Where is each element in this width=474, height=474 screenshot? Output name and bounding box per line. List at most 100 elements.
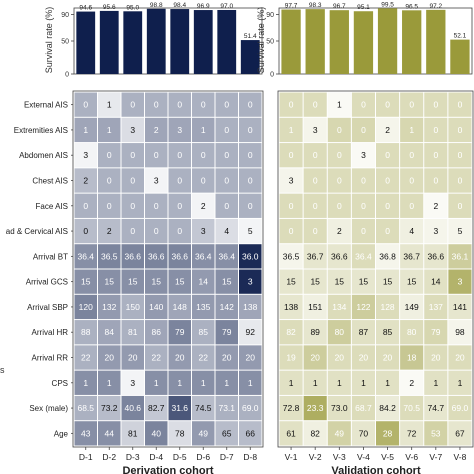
heatmap-cell-value: 72 — [407, 428, 417, 438]
heatmap-cell — [279, 117, 303, 143]
heatmap-cell-value: 43 — [81, 428, 91, 438]
heatmap-cell — [192, 193, 215, 218]
heatmap-cell-value: 88 — [81, 327, 91, 337]
heatmap-cell — [279, 193, 303, 218]
heatmap-cell-value: 0 — [433, 150, 438, 160]
heatmap-cell-value: 0 — [177, 150, 182, 160]
heatmap-cell — [168, 269, 191, 294]
heatmap-cell — [192, 117, 215, 143]
heatmap-cell — [376, 269, 400, 294]
heatmap-cell-value: 23.3 — [307, 403, 324, 413]
heatmap-cell-value: 49 — [199, 428, 209, 438]
survival-bar — [99, 10, 119, 75]
heatmap-cell-value: 0 — [289, 100, 294, 110]
heatmap-cell — [239, 421, 262, 446]
heatmap-cell-value: 15 — [81, 277, 91, 287]
heatmap-cell-value: 0 — [177, 226, 182, 236]
heatmap-cell — [400, 294, 424, 320]
y-tick-label: 50 — [61, 39, 69, 46]
heatmap-cell — [400, 244, 424, 269]
heatmap-cell — [192, 395, 215, 421]
bar-value-label: 52.1 — [454, 33, 467, 40]
heatmap-cell — [424, 92, 448, 117]
heatmap-cell — [376, 370, 400, 395]
heatmap-cell-value: 70 — [359, 428, 369, 438]
bar-value-label: 99.5 — [381, 1, 394, 8]
heatmap-cell — [192, 92, 215, 117]
heatmap-cell-value: 0 — [177, 100, 182, 110]
heatmap-cell — [376, 168, 400, 193]
heatmap-cell-value: 1 — [289, 378, 294, 388]
heatmap-cell-value: 53 — [431, 428, 441, 438]
heatmap-cell-value: 84 — [105, 327, 115, 337]
heatmap-cell-value: 0 — [224, 125, 229, 135]
heatmap-cell-value: 141 — [453, 302, 467, 312]
heatmap-cell-value: 15 — [407, 277, 417, 287]
heatmap-cell — [279, 218, 303, 244]
heatmap-cell — [376, 244, 400, 269]
heatmap-cell-value: 2 — [201, 201, 206, 211]
heatmap-cell-value: 3 — [201, 226, 206, 236]
heatmap-cell — [74, 345, 97, 370]
heatmap-cell — [239, 320, 262, 345]
heatmap-cell — [215, 345, 238, 370]
heatmap-cell — [351, 395, 375, 421]
heatmap-cell-value: 0 — [248, 150, 253, 160]
heatmap-cell-value: 0 — [107, 176, 112, 186]
heatmap-cell-value: 0 — [289, 201, 294, 211]
heatmap-cell — [400, 92, 424, 117]
bar-value-label: 51.4 — [244, 33, 257, 40]
heatmap-cell-value: 65 — [222, 428, 232, 438]
heatmap-cell-value: 0 — [337, 125, 342, 135]
heatmap-cell — [424, 143, 448, 168]
heatmap-cell-value: 0 — [107, 150, 112, 160]
heatmap-cell — [351, 370, 375, 395]
heatmap-cell — [98, 370, 121, 395]
heatmap-cell — [74, 117, 97, 143]
heatmap-cell — [424, 269, 448, 294]
heatmap-cell-value: 4 — [224, 226, 229, 236]
survival-bar — [217, 9, 237, 75]
heatmap-cell — [74, 294, 97, 320]
heatmap-cell — [215, 269, 238, 294]
heatmap-cell — [400, 193, 424, 218]
heatmap-frame — [72, 90, 264, 448]
heatmap-cell — [351, 244, 375, 269]
heatmap-cell — [279, 320, 303, 345]
row-label: Face AIS — [36, 202, 68, 211]
heatmap-cell-value: 1 — [458, 378, 463, 388]
heatmap-cell-value: 0 — [337, 176, 342, 186]
heatmap-cell — [145, 320, 168, 345]
heatmap-cell — [239, 218, 262, 244]
heatmap-cell-value: 0 — [154, 201, 159, 211]
heatmap-cell — [327, 345, 351, 370]
heatmap-cell — [239, 117, 262, 143]
heatmap-cell-value: 0 — [313, 176, 318, 186]
heatmap-cell-value: 89 — [310, 327, 320, 337]
heatmap-cell — [400, 345, 424, 370]
heatmap-cell-value: 1 — [107, 100, 112, 110]
heatmap-cell — [448, 117, 472, 143]
x-tick-label: V-1 — [285, 452, 298, 462]
heatmap-cell-value: 14 — [431, 277, 441, 287]
derivation-heatmap: 0 1 0 0 0 0 0 01 1 3 2 3 1 0 03 0 0 0 0 0 0 02 0 0 3 0 0 0 00 0 0 0 0 2 0 0… — [72, 90, 264, 462]
survival-y-axis-label: Survival rate (%) — [44, 7, 54, 74]
x-tick-label: D-7 — [220, 452, 234, 462]
heatmap-cell — [168, 421, 191, 446]
heatmap-cell — [239, 168, 262, 193]
heatmap-cell — [376, 218, 400, 244]
heatmap-cell-value: 0 — [361, 176, 366, 186]
heatmap-cell-value: 120 — [79, 302, 93, 312]
heatmap-cell-value: 15 — [152, 277, 162, 287]
x-tick-label: D-4 — [149, 452, 163, 462]
heatmap-cell-value: 20 — [383, 353, 393, 363]
heatmap-cell — [376, 320, 400, 345]
heatmap-cell-value: 1 — [289, 125, 294, 135]
row-label: CPS — [52, 379, 68, 388]
heatmap-cell-value: 0 — [433, 176, 438, 186]
bar-value-label: 95.6 — [103, 4, 116, 11]
survival-bar — [353, 11, 374, 74]
heatmap-cell — [448, 193, 472, 218]
heatmap-cell-value: 2 — [154, 125, 159, 135]
heatmap-cell-value: 36.7 — [307, 251, 324, 261]
